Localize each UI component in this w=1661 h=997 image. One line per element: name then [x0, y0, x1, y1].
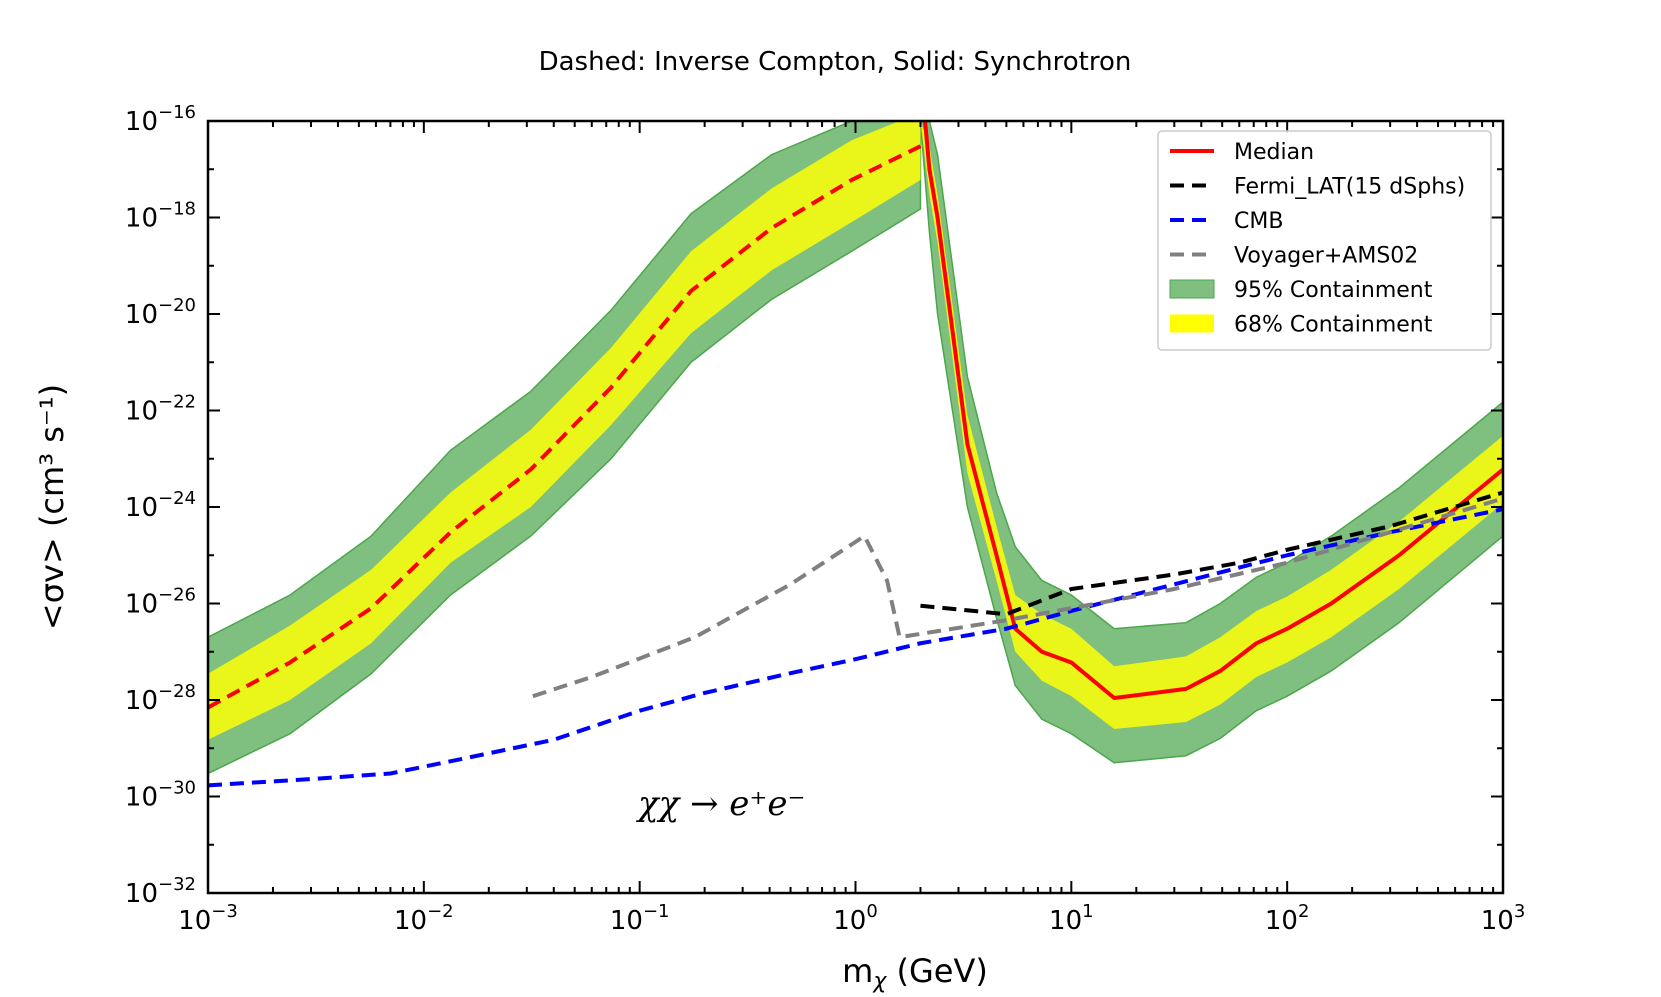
- series-line-1: [923, 121, 1503, 700]
- legend-swatch: [1169, 279, 1215, 299]
- x-tick-labels: 10−3 10−2 10−1 100 101 102 103: [178, 901, 1525, 936]
- y-tick-label: 10−24: [125, 488, 196, 523]
- legend-label: 95% Containment: [1234, 278, 1433, 303]
- x-axis-title-sub: χ: [872, 969, 887, 994]
- series-line-2: [920, 490, 1503, 617]
- x-tick-label: 10−3: [178, 901, 238, 936]
- series-lines: [208, 121, 1503, 788]
- x-tick-label: 103: [1481, 901, 1526, 936]
- legend-label: Voyager+AMS02: [1234, 244, 1418, 269]
- y-tick-label: 10−20: [125, 295, 196, 330]
- chart-title: Dashed: Inverse Compton, Solid: Synchrot…: [539, 47, 1132, 77]
- y-axis-title: <σv> (cm³ s⁻¹): [33, 384, 71, 630]
- legend-swatch: [1170, 314, 1214, 333]
- x-tick-label: 100: [833, 901, 878, 936]
- reaction-annotation: χχ → e⁺e⁻: [636, 784, 805, 824]
- y-tick-label: 10−18: [125, 199, 196, 234]
- legend-label: Median: [1234, 140, 1314, 165]
- y-tick-label: 10−32: [125, 874, 196, 909]
- y-tick-label: 10−28: [125, 681, 196, 716]
- legend-box: [1157, 130, 1492, 351]
- x-tick-label: 10−1: [610, 901, 670, 936]
- axis-ticks: [207, 120, 1504, 894]
- x-axis-title-main: m: [842, 952, 873, 990]
- legend-label: CMB: [1234, 209, 1283, 234]
- series-line-3: [208, 507, 1503, 788]
- band-68-sync: [920, 121, 1503, 730]
- x-tick-label: 10−2: [394, 901, 454, 936]
- legend-label: 68% Containment: [1234, 313, 1433, 338]
- band-68-ic: [208, 121, 921, 740]
- y-tick-label: 10−22: [125, 392, 196, 427]
- y-tick-label: 10−30: [125, 778, 196, 813]
- y-tick-label: 10−16: [125, 102, 196, 137]
- legend: Median Fermi_LAT(15 dSphs) CMB Voyager+AMS0…: [1157, 130, 1492, 351]
- containment-bands: [208, 121, 1503, 775]
- y-tick-label: 10−26: [125, 585, 196, 620]
- legend-label: Fermi_LAT(15 dSphs): [1234, 175, 1465, 200]
- series-line-0: [208, 144, 922, 710]
- x-axis-title-unit: (GeV): [886, 952, 988, 990]
- x-tick-label: 102: [1265, 901, 1310, 936]
- x-tick-label: 101: [1049, 901, 1094, 936]
- x-axis-title: mχ (GeV): [842, 952, 988, 994]
- y-tick-labels: 10−32 10−30 10−28 10−26 10−24 10−22 10−20 10−18…: [125, 102, 196, 909]
